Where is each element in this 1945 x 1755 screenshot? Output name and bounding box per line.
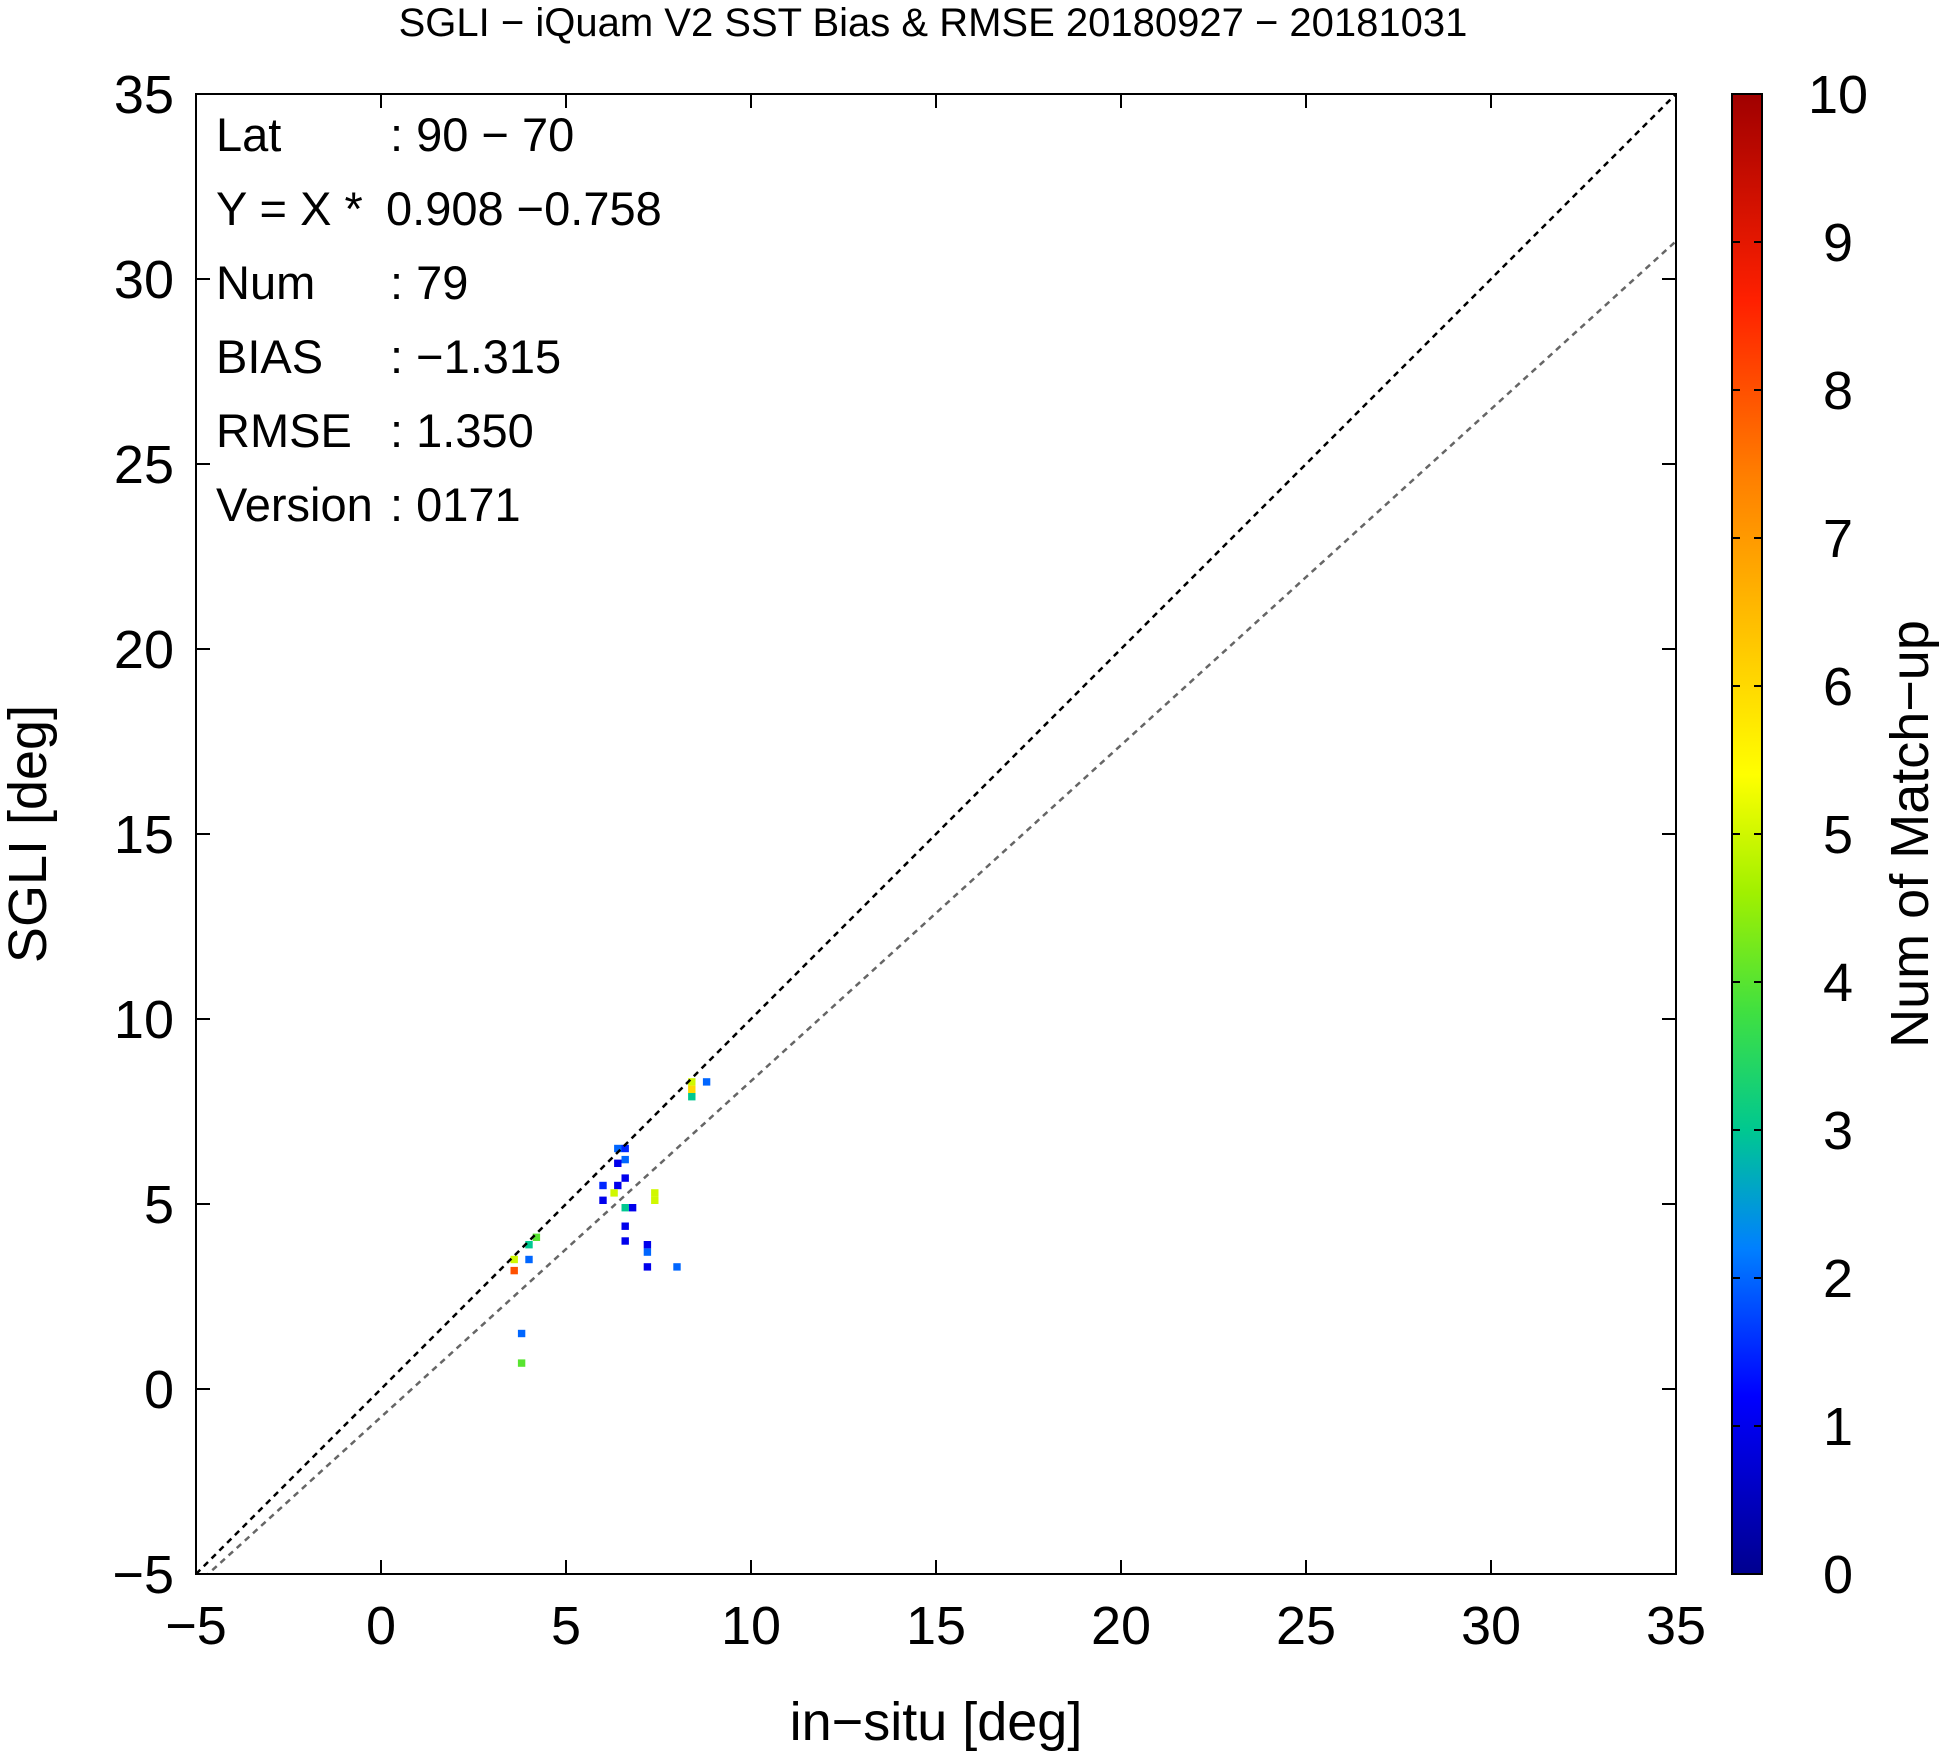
- data-point-25: [673, 1263, 681, 1271]
- x-tick-label: −5: [165, 1596, 227, 1656]
- x-tick-label: 25: [1276, 1596, 1336, 1656]
- regression-line: [206, 240, 1676, 1574]
- data-point-0: [510, 1255, 518, 1264]
- x-tick-label: 20: [1091, 1596, 1151, 1656]
- data-point-24: [651, 1196, 659, 1204]
- colorbar-tick-label: 4: [1823, 953, 1853, 1013]
- y-axis-ticks: −5 0 5 10 15 20 25 30 35: [112, 65, 1676, 1605]
- x-axis-label: in−situ [deg]: [790, 1692, 1083, 1752]
- y-tick-label: 15: [114, 805, 174, 865]
- colorbar-tick-label: 10: [1808, 65, 1868, 125]
- y-tick-label: 35: [114, 65, 174, 125]
- colorbar-ticks: 0 1 2 3 4 5 6 7 8 9 10: [1732, 65, 1868, 1605]
- data-point-28: [688, 1093, 696, 1101]
- data-point-2: [517, 1329, 526, 1338]
- data-point-6: [532, 1233, 541, 1241]
- data-point-18: [621, 1237, 629, 1245]
- stat-num-label: Num: [216, 256, 315, 309]
- colorbar-tick-label: 9: [1823, 213, 1853, 273]
- x-axis-ticks: −5 0 5 10 15 20 25 30 35: [165, 94, 1706, 1656]
- colorbar-label: Num of Match−up: [1880, 620, 1940, 1048]
- colorbar-tick-label: 6: [1823, 657, 1853, 717]
- data-point-27: [688, 1085, 696, 1093]
- stat-num-value: : 79: [390, 256, 468, 309]
- x-tick-label: 30: [1461, 1596, 1521, 1656]
- reference-lines: [196, 94, 1676, 1574]
- data-point-23: [651, 1189, 659, 1197]
- stat-regression-value: 0.908 −0.758: [386, 182, 662, 235]
- stat-bias-value: : −1.315: [390, 330, 561, 383]
- y-tick-label: 30: [114, 250, 174, 310]
- y-tick-label: 25: [114, 435, 174, 495]
- colorbar-tick-label: 1: [1823, 1397, 1853, 1457]
- x-tick-label: 35: [1646, 1596, 1706, 1656]
- data-point-12: [610, 1189, 618, 1197]
- data-point-1: [510, 1266, 518, 1275]
- y-axis-label: SGLI [deg]: [0, 705, 58, 963]
- data-point-7: [599, 1181, 607, 1190]
- data-point-3: [517, 1359, 526, 1367]
- data-point-4: [525, 1241, 533, 1249]
- points-layer: [510, 1078, 711, 1367]
- y-tick-label: 10: [114, 990, 174, 1050]
- data-point-21: [643, 1248, 652, 1256]
- data-point-9: [614, 1144, 622, 1153]
- data-point-11: [614, 1181, 622, 1190]
- data-point-19: [628, 1204, 637, 1212]
- stat-regression-label: Y = X *: [216, 182, 363, 235]
- y-tick-label: 5: [144, 1175, 174, 1235]
- data-point-26: [688, 1078, 696, 1086]
- data-point-10: [614, 1159, 622, 1167]
- data-point-20: [643, 1241, 652, 1249]
- colorbar-tick-label: 3: [1823, 1101, 1853, 1161]
- data-point-29: [702, 1078, 711, 1086]
- chart-title: SGLI − iQuam V2 SST Bias & RMSE 20180927…: [399, 1, 1468, 45]
- y-tick-label: 20: [114, 620, 174, 680]
- stat-bias-label: BIAS: [216, 330, 323, 383]
- stat-lat-label: Lat: [216, 108, 281, 161]
- colorbar-tick-label: 5: [1823, 805, 1853, 865]
- x-tick-label: 0: [366, 1596, 396, 1656]
- x-tick-label: 5: [551, 1596, 581, 1656]
- colorbar-tick-label: 0: [1823, 1545, 1853, 1605]
- colorbar-tick-label: 8: [1823, 361, 1853, 421]
- data-point-5: [525, 1255, 533, 1264]
- x-tick-label: 15: [906, 1596, 966, 1656]
- stat-rmse-label: RMSE: [216, 404, 352, 457]
- data-point-13: [621, 1144, 629, 1153]
- data-point-14: [621, 1155, 629, 1164]
- stat-version-label: Version: [216, 478, 373, 531]
- x-tick-label: 10: [721, 1596, 781, 1656]
- stats-box: Lat : 90 − 70 Y = X * 0.908 −0.758 Num :…: [216, 108, 662, 531]
- data-point-15: [621, 1174, 629, 1182]
- stat-version-value: : 0171: [390, 478, 521, 531]
- data-point-22: [643, 1263, 652, 1271]
- y-tick-label: 0: [144, 1360, 174, 1420]
- colorbar-tick-label: 7: [1823, 509, 1853, 569]
- y-tick-label: −5: [112, 1545, 174, 1605]
- data-point-16: [621, 1204, 629, 1212]
- data-point-8: [599, 1196, 607, 1204]
- colorbar-tick-label: 2: [1823, 1249, 1853, 1309]
- stat-rmse-value: : 1.350: [390, 404, 534, 457]
- one-to-one-line: [196, 94, 1676, 1574]
- stat-lat-value: : 90 − 70: [390, 108, 574, 161]
- data-point-17: [621, 1222, 629, 1230]
